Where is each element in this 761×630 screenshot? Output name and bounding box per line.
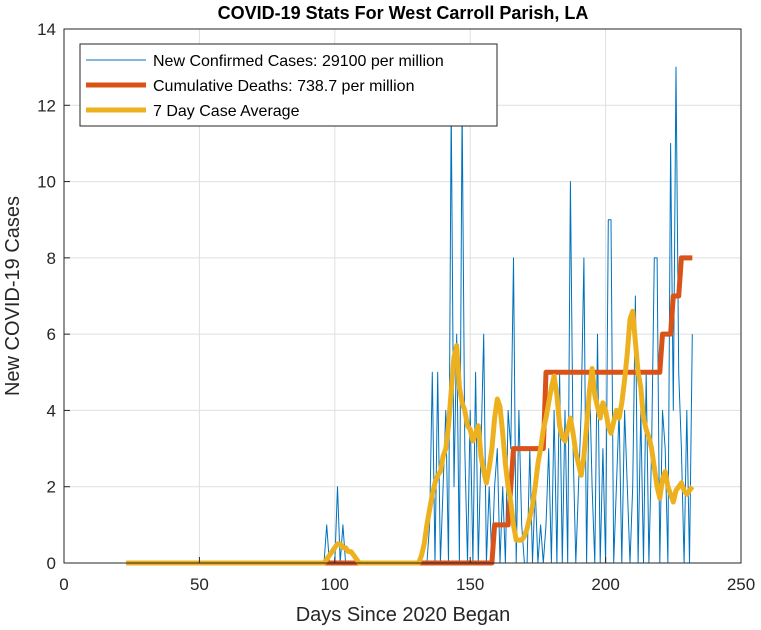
y-axis-ticks: 0 2 4 6 8 10 12 14 [37, 20, 70, 573]
x-axis-label: Days Since 2020 Began [296, 604, 511, 626]
x-tick-label: 100 [321, 575, 349, 594]
plot-frame [63, 28, 742, 564]
y-tick-label: 12 [37, 96, 56, 115]
chart-title: COVID-19 Stats For West Carroll Parish, … [218, 3, 589, 23]
x-tick-label: 200 [591, 575, 619, 594]
y-tick-label: 4 [47, 401, 56, 420]
y-tick-label: 8 [47, 249, 56, 268]
series-cumulative-deaths-line [126, 255, 693, 566]
y-axis-label: New COVID-19 Cases [2, 196, 24, 396]
legend-label-new-cases: New Confirmed Cases: 29100 per million [153, 53, 444, 70]
legend: New Confirmed Cases: 29100 per million C… [79, 43, 498, 127]
legend-label-cumulative-deaths: Cumulative Deaths: 738.7 per million [153, 78, 414, 95]
y-tick-label: 14 [37, 20, 56, 39]
x-axis-ticks: 0 50 100 150 200 250 [59, 557, 755, 594]
y-tick-label: 10 [37, 173, 56, 192]
x-tick-label: 250 [727, 575, 755, 594]
y-tick-label: 2 [47, 478, 56, 497]
x-tick-label: 150 [456, 575, 484, 594]
series-7-day-average-line [126, 308, 695, 566]
x-tick-label: 50 [190, 575, 209, 594]
legend-box [79, 43, 498, 127]
legend-label-7-day-average: 7 Day Case Average [153, 103, 300, 120]
y-tick-label: 6 [47, 325, 56, 344]
y-tick-label: 0 [47, 554, 56, 573]
x-tick-label: 0 [59, 575, 68, 594]
